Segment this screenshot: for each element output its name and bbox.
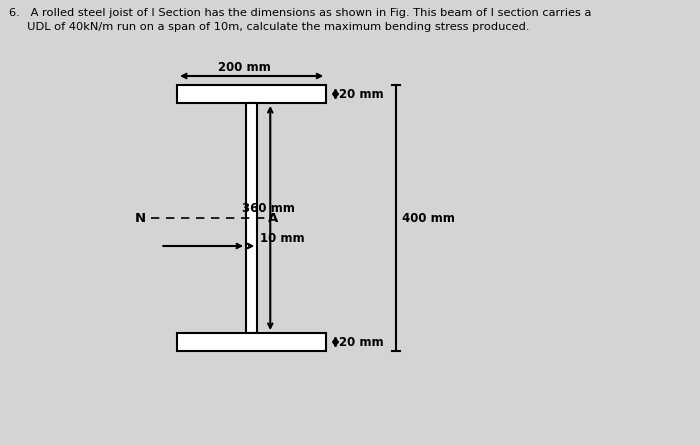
Text: A: A: [267, 211, 278, 224]
Text: 360 mm: 360 mm: [242, 202, 295, 214]
Bar: [246, 103, 257, 333]
Text: N: N: [135, 211, 146, 224]
Bar: [177, 85, 326, 103]
Text: 20 mm: 20 mm: [340, 336, 384, 348]
Text: 10 mm: 10 mm: [260, 232, 304, 245]
Bar: [177, 333, 326, 351]
Text: 6.   A rolled steel joist of I Section has the dimensions as shown in Fig. This : 6. A rolled steel joist of I Section has…: [9, 8, 592, 18]
Text: 200 mm: 200 mm: [218, 61, 270, 74]
Text: 400 mm: 400 mm: [402, 211, 454, 224]
Text: 20 mm: 20 mm: [340, 88, 384, 101]
Text: UDL of 40kN/m run on a span of 10m, calculate the maximum bending stress produce: UDL of 40kN/m run on a span of 10m, calc…: [9, 22, 530, 32]
